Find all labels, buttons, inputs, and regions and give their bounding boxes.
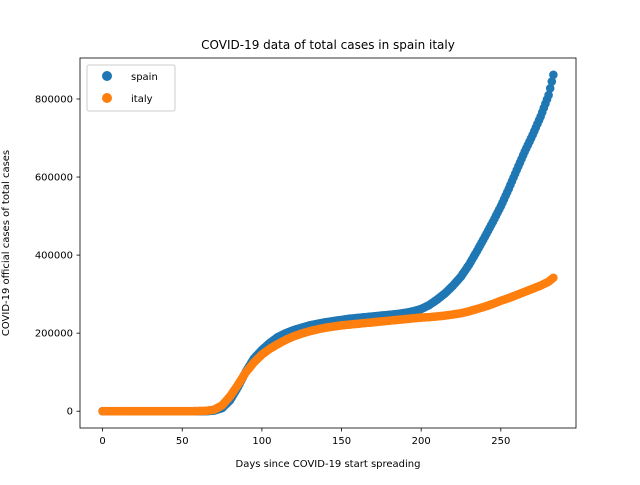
legend-label-spain: spain [131,72,158,83]
data-point-spain [544,90,553,100]
y-tick-label: 800000 [35,94,73,105]
data-point-spain [549,70,558,80]
y-axis-label: COVID-19 official cases of total cases [1,150,12,336]
series-italy [98,273,558,416]
legend-marker-spain [102,71,112,81]
y-tick-label: 0 [67,407,73,418]
plot-area [98,70,558,416]
data-point-spain [545,84,555,93]
data-point-italy [549,273,558,283]
y-axis-ticks: 0 200000 400000 600000 800000 [35,94,80,418]
x-axis-ticks: 0 50 100 150 200 250 [99,428,510,447]
x-axis-label: Days since COVID-19 start spreading [236,459,421,470]
x-tick-label: 200 [412,436,431,447]
data-point-spain [547,77,557,86]
x-tick-label: 150 [332,436,351,447]
x-tick-label: 0 [99,436,105,447]
legend-label-italy: italy [131,94,153,105]
chart-title: COVID-19 data of total cases in spain it… [201,38,455,52]
x-tick-label: 250 [491,436,510,447]
y-tick-label: 600000 [35,173,73,184]
axes-frame [79,57,577,429]
legend: spain italy [86,64,176,112]
y-tick-label: 400000 [35,251,73,262]
y-tick-label: 200000 [35,329,73,340]
x-tick-label: 100 [252,436,271,447]
legend-marker-italy [102,93,112,103]
x-tick-label: 50 [176,436,189,447]
